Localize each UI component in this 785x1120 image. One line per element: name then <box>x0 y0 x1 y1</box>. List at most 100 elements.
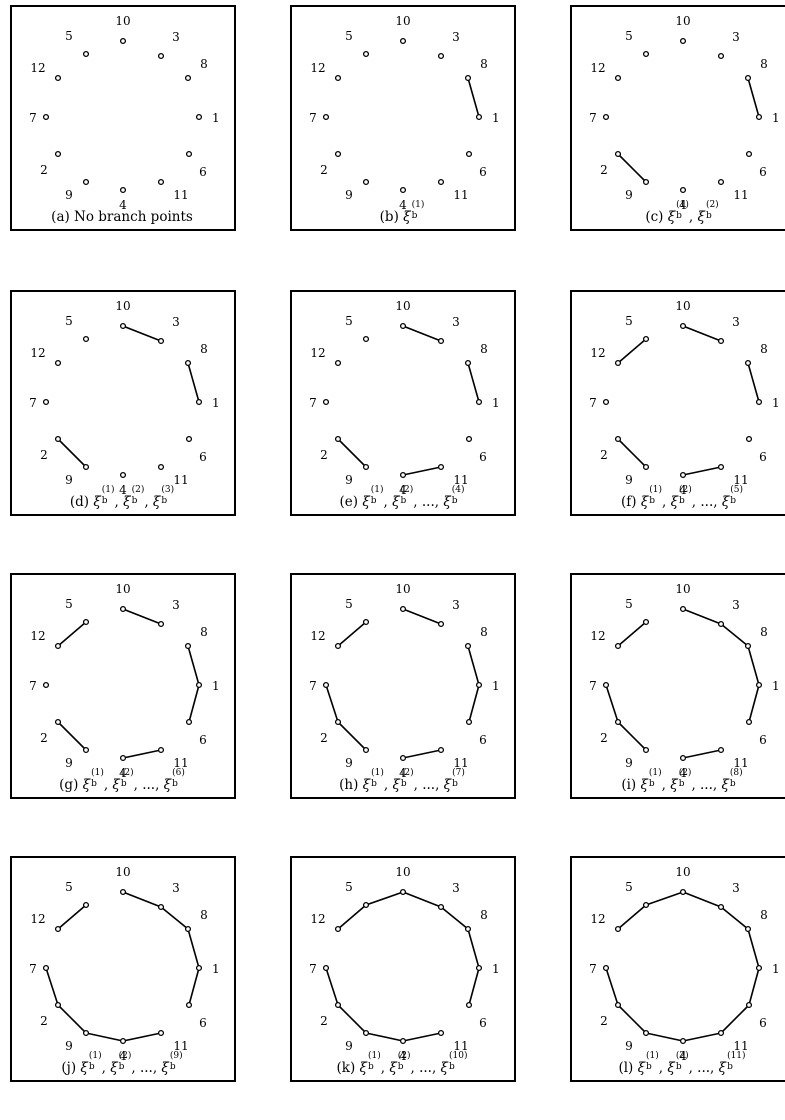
panel-tag: (c) <box>645 209 664 226</box>
branch-point-6 <box>745 435 753 443</box>
branch-point-9 <box>362 1029 370 1037</box>
point-label-5: 5 <box>625 29 633 43</box>
point-label-11: 11 <box>453 1039 468 1053</box>
branch-point-12 <box>614 925 622 933</box>
branch-point-1 <box>755 681 763 689</box>
point-label-6: 6 <box>759 733 767 747</box>
panel-e: 1 2 3 4 5 6 7 8 9 10 11 12 (e) ξ (1) b, ξ (2) b, ..., ξ(… <box>290 290 518 518</box>
branch-cut-2-9 <box>57 1004 87 1034</box>
branch-point-4 <box>399 186 407 194</box>
branch-cut-8-1 <box>187 645 200 686</box>
point-label-6: 6 <box>759 450 767 464</box>
panel-frame <box>570 856 785 1082</box>
branch-cut-7-2 <box>605 967 619 1006</box>
branch-point-4 <box>399 754 407 762</box>
branch-cut-2-9 <box>617 1004 647 1034</box>
panel-caption: (f) ξ (1) b, ξ (2) b, ..., ξ (5) b <box>620 485 744 511</box>
point-label-12: 12 <box>590 61 605 75</box>
panel-tag: (l) <box>618 1060 634 1077</box>
panel-a: 1 2 3 4 5 6 7 8 9 10 11 12 (a) No branch points <box>10 5 238 233</box>
branch-point-7 <box>42 964 50 972</box>
branch-point-5 <box>642 618 650 626</box>
branch-point-3 <box>437 337 445 345</box>
branch-point-6 <box>465 1001 473 1009</box>
branch-cut-9-4 <box>645 1032 684 1042</box>
branch-point-8 <box>464 642 472 650</box>
branch-point-6 <box>745 150 753 158</box>
point-label-5: 5 <box>625 597 633 611</box>
point-label-1: 1 <box>212 679 220 693</box>
point-label-12: 12 <box>310 912 325 926</box>
branch-point-4 <box>679 754 687 762</box>
branch-point-10 <box>679 37 687 45</box>
branch-cut-1-6 <box>468 684 480 723</box>
point-label-5: 5 <box>65 597 73 611</box>
panel-tag: (a) <box>51 209 70 225</box>
branch-point-6 <box>465 718 473 726</box>
branch-cut-4-11 <box>402 466 442 476</box>
point-label-2: 2 <box>600 163 608 177</box>
point-label-3: 3 <box>452 598 460 612</box>
panel-caption: (j) ξ (1) b, ξ (2) b, ..., ξ (9) b <box>61 1051 183 1077</box>
point-label-2: 2 <box>600 448 608 462</box>
point-label-4: 4 <box>399 483 407 497</box>
point-label-7: 7 <box>309 396 317 410</box>
branch-cut-8-1 <box>747 77 760 118</box>
branch-cut-10-3 <box>402 608 442 625</box>
panel-caption: (b) ξ (1) b <box>379 200 425 226</box>
branch-point-11 <box>717 463 725 471</box>
branch-point-3 <box>717 620 725 628</box>
branch-point-6 <box>185 435 193 443</box>
branch-point-1 <box>755 398 763 406</box>
branch-point-9 <box>642 463 650 471</box>
branch-point-4 <box>679 471 687 479</box>
point-label-2: 2 <box>320 163 328 177</box>
branch-point-1 <box>195 398 203 406</box>
branch-point-8 <box>184 642 192 650</box>
panel-h: 1 2 3 4 5 6 7 8 9 10 11 12 (h) ξ (1) b, ξ (2) b, ..., ξ(… <box>290 573 518 801</box>
point-label-2: 2 <box>600 731 608 745</box>
branch-point-9 <box>82 178 90 186</box>
branch-point-12 <box>54 642 62 650</box>
branch-cut-8-1 <box>187 928 200 969</box>
point-label-7: 7 <box>29 962 37 976</box>
branch-point-10 <box>119 605 127 613</box>
point-label-1: 1 <box>212 962 220 976</box>
branch-point-1 <box>475 398 483 406</box>
branch-point-7 <box>42 113 50 121</box>
branch-point-5 <box>642 335 650 343</box>
branch-cut-10-3 <box>122 325 162 342</box>
panel-tag: (i) <box>621 777 637 794</box>
panel-caption: (c) ξ (1) b, ξ (2) b <box>645 200 719 226</box>
point-label-6: 6 <box>199 1016 207 1030</box>
branch-point-1 <box>475 964 483 972</box>
branch-cut-4-11 <box>402 749 442 759</box>
branch-cut-9-4 <box>365 1032 404 1042</box>
point-label-5: 5 <box>65 880 73 894</box>
branch-point-2 <box>614 435 622 443</box>
panel-caption: (l) ξ (1) b, ξ (2) b, ..., ξ (11) b <box>618 1051 746 1077</box>
branch-point-11 <box>717 1029 725 1037</box>
point-label-10: 10 <box>395 865 410 879</box>
branch-point-7 <box>602 113 610 121</box>
branch-point-5 <box>82 50 90 58</box>
branch-point-5 <box>642 901 650 909</box>
point-label-9: 9 <box>65 1039 73 1053</box>
point-label-1: 1 <box>492 962 500 976</box>
branch-point-2 <box>614 1001 622 1009</box>
panel-frame <box>10 573 236 799</box>
branch-point-10 <box>399 605 407 613</box>
point-label-5: 5 <box>625 314 633 328</box>
branch-cut-2-9 <box>337 438 367 468</box>
branch-point-6 <box>185 1001 193 1009</box>
point-label-9: 9 <box>625 473 633 487</box>
point-label-2: 2 <box>40 163 48 177</box>
branch-cut-7-2 <box>605 684 619 723</box>
point-label-6: 6 <box>199 450 207 464</box>
point-label-4: 4 <box>679 766 687 780</box>
point-label-4: 4 <box>119 766 127 780</box>
